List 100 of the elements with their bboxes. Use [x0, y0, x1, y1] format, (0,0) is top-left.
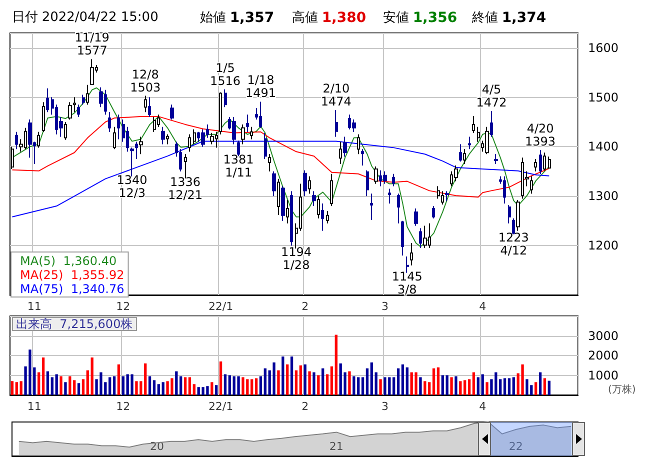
- bar: [86, 370, 89, 395]
- bar: [312, 372, 316, 395]
- x-tick-label: 2: [302, 400, 309, 413]
- candlestick: [432, 206, 435, 219]
- bar: [326, 374, 329, 395]
- bar: [148, 376, 152, 395]
- bar: [486, 382, 488, 395]
- bar: [68, 376, 72, 395]
- annotation: 2/10 1474: [320, 82, 352, 109]
- candlestick: [259, 101, 262, 128]
- bar: [441, 375, 444, 395]
- bar: [219, 361, 222, 395]
- bar: [162, 382, 164, 395]
- bar: [188, 377, 192, 395]
- y-tick-label: 1500: [588, 90, 619, 104]
- candlestick: [485, 126, 489, 155]
- bar: [424, 381, 426, 395]
- bar: [210, 382, 214, 395]
- chart-title: 出来高 7,215,600株: [16, 317, 133, 331]
- bar: [414, 372, 418, 395]
- bar: [264, 368, 266, 395]
- candlestick: [454, 164, 458, 182]
- candlestick: [281, 186, 285, 222]
- candlestick: [508, 204, 511, 224]
- bar: [55, 374, 58, 395]
- bar: [357, 377, 360, 395]
- bar: [521, 364, 524, 395]
- bar: [90, 357, 94, 395]
- bar: [379, 379, 382, 395]
- candlestick: [308, 176, 311, 194]
- candlestick: [335, 110, 338, 138]
- bar: [499, 379, 502, 395]
- candlestick: [516, 200, 520, 232]
- annotation: 12/8 1503: [130, 67, 161, 94]
- candlestick: [272, 170, 276, 197]
- candlestick: [170, 104, 174, 120]
- x-tick-label: 2: [302, 300, 309, 313]
- bar: [259, 376, 262, 395]
- candlestick: [277, 178, 280, 216]
- candlestick: [241, 124, 245, 145]
- annotation: 1/5 1516: [210, 60, 240, 88]
- x-tick-label: 22: [508, 440, 523, 453]
- candlestick: [383, 170, 387, 184]
- candlestick: [361, 148, 364, 166]
- annotation: 1145 3/8: [392, 269, 422, 296]
- bar: [370, 362, 373, 395]
- candlestick: [264, 132, 267, 160]
- bar: [374, 372, 378, 395]
- candlestick: [268, 154, 271, 172]
- bar: [282, 356, 284, 395]
- y-tick-label: 2000: [588, 348, 619, 362]
- candlestick: [534, 158, 537, 172]
- candlestick: [392, 173, 395, 187]
- text: 安値 1,356: [383, 10, 458, 26]
- bar: [135, 381, 138, 395]
- candlestick: [490, 110, 493, 138]
- annotation: 1223 4/12: [498, 230, 529, 258]
- candlestick: [548, 156, 551, 169]
- bar: [304, 364, 306, 395]
- bar: [277, 370, 280, 395]
- bar: [348, 371, 351, 395]
- annotation: 4/5 1472: [476, 82, 507, 110]
- candlestick: [445, 190, 449, 202]
- bar: [286, 364, 289, 395]
- bar: [361, 377, 364, 395]
- bar: [144, 363, 147, 395]
- y-tick-label: 1300: [588, 189, 619, 204]
- x-tick-label: 4: [479, 400, 486, 413]
- candlestick: [113, 126, 116, 150]
- bar: [290, 356, 294, 395]
- annotation: 11/19 1577: [74, 30, 110, 58]
- bar: [384, 377, 386, 395]
- candlestick: [370, 193, 373, 220]
- candlestick: [166, 134, 169, 145]
- bar: [180, 376, 182, 395]
- bar: [64, 382, 67, 395]
- candlestick: [90, 58, 94, 86]
- candlestick: [130, 147, 134, 177]
- bar: [322, 368, 324, 395]
- x-tick-label: 22/1: [208, 300, 234, 313]
- annotation: 1381 1/11: [223, 152, 254, 180]
- y-tick-label: 3000: [588, 328, 619, 343]
- candlestick: [37, 131, 40, 148]
- candlestick: [290, 190, 293, 246]
- bar: [526, 379, 528, 395]
- bar: [299, 365, 302, 395]
- bar: [503, 378, 506, 395]
- candlestick: [86, 84, 89, 106]
- y-tick-label: 1200: [588, 238, 619, 253]
- bar: [130, 374, 134, 395]
- bar: [308, 371, 311, 395]
- bar: [538, 372, 542, 395]
- x-tick-label: 3: [381, 400, 388, 413]
- candlestick: [406, 256, 409, 274]
- candlestick: [108, 112, 111, 132]
- bar: [82, 379, 85, 395]
- text: 日付 2022/04/22 15:00: [12, 10, 158, 25]
- annotation: 1/18 1491: [245, 73, 276, 100]
- x-tick-label: 11: [27, 300, 42, 313]
- x-tick-label: 22/1: [208, 400, 234, 413]
